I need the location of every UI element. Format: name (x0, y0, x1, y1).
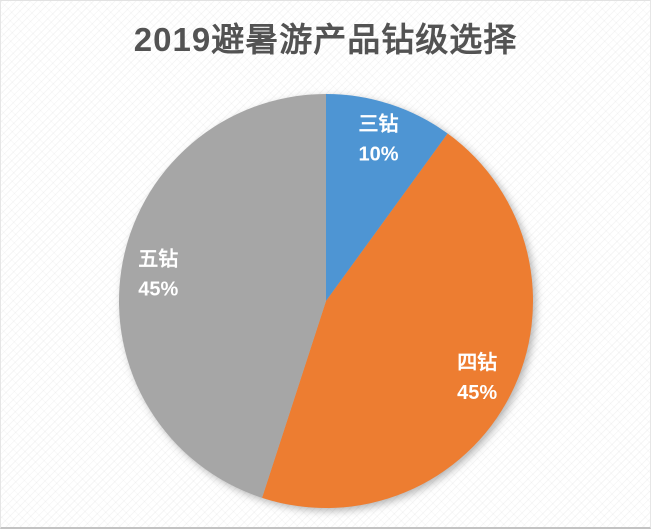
slice-category-label-1: 四钻 (457, 350, 497, 374)
slice-category-label-0: 三钻 (359, 112, 399, 136)
pie-slice-0 (326, 94, 448, 301)
pie-slice-1 (262, 133, 534, 509)
pie-slices (118, 94, 534, 509)
pie-data-labels: 三钻 10% 四钻 45% 五钻 45% (138, 112, 497, 405)
slice-category-label-2: 五钻 (138, 246, 178, 270)
slice-percent-label-2: 45% (138, 278, 178, 300)
chart-title: 2019避暑游产品钻级选择 (133, 21, 518, 58)
slice-percent-label-1: 45% (457, 382, 497, 404)
slice-percent-label-0: 10% (358, 144, 398, 166)
pie-slice-2 (118, 94, 326, 498)
